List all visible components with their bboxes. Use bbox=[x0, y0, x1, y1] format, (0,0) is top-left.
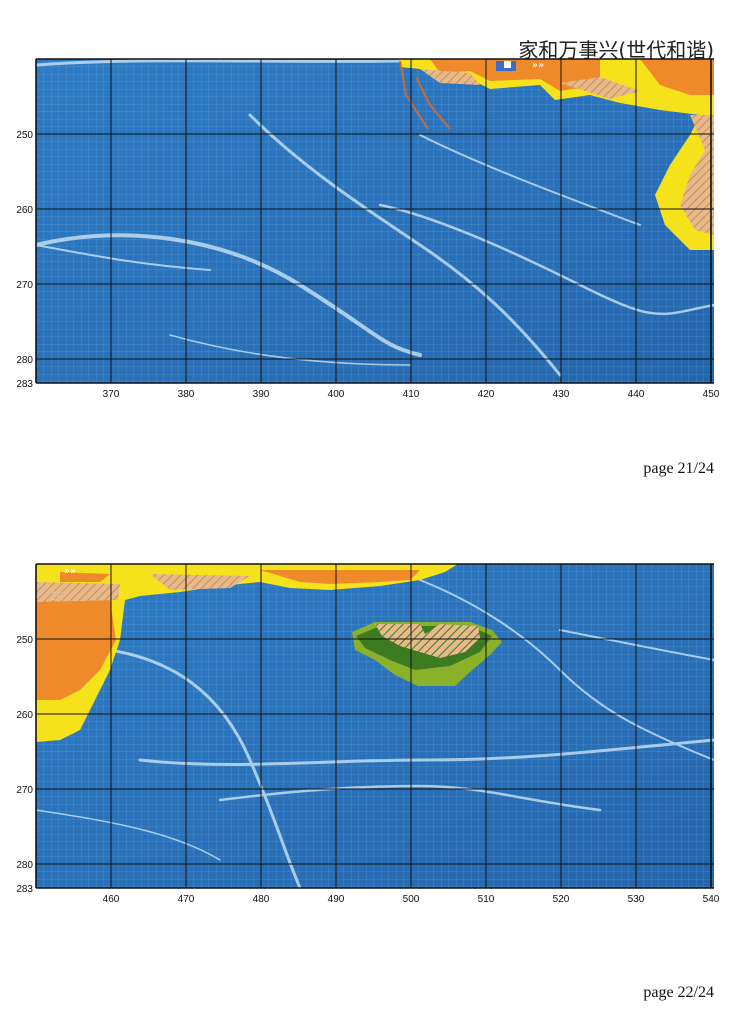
white-arrow-marks: »» bbox=[532, 60, 544, 71]
y-tick-label: 283 bbox=[16, 379, 33, 390]
document-title: 家和万事兴(世代和谐) bbox=[518, 38, 714, 62]
fishing-lines bbox=[399, 60, 451, 130]
y-tick-label: 280 bbox=[16, 860, 33, 871]
page-label-22: page 22/24 bbox=[643, 984, 714, 1001]
x-tick-label: 540 bbox=[703, 894, 720, 905]
x-tick-label: 430 bbox=[553, 389, 570, 400]
x-tick-label: 500 bbox=[403, 894, 420, 905]
x-tick-label: 440 bbox=[628, 389, 645, 400]
pattern-chart-page-21: »» 370 380 390 400 410 420 430 440 450 250 260 270 2… bbox=[0, 55, 750, 400]
pattern-grid-22: »» 18 460 470 480 490 500 510 520 530 540 250 260 2… bbox=[16, 563, 720, 905]
pattern-grid-21: »» 370 380 390 400 410 420 430 440 450 250 260 270 2… bbox=[16, 58, 720, 400]
y-tick-label: 270 bbox=[16, 280, 33, 291]
green-island bbox=[352, 622, 502, 686]
x-tick-label: 450 bbox=[703, 389, 720, 400]
page-label-21: page 21/24 bbox=[643, 460, 714, 477]
x-tick-label: 380 bbox=[178, 389, 195, 400]
y-tick-label: 250 bbox=[16, 635, 33, 646]
y-tick-label: 250 bbox=[16, 130, 33, 141]
x-tick-label: 520 bbox=[553, 894, 570, 905]
y-tick-label: 270 bbox=[16, 785, 33, 796]
white-arrow-marks: »» bbox=[64, 566, 76, 577]
x-tick-label: 420 bbox=[478, 389, 495, 400]
symbol-label-18: 18 bbox=[50, 589, 64, 603]
y-tick-label: 260 bbox=[16, 710, 33, 721]
x-tick-label: 400 bbox=[328, 389, 345, 400]
pattern-chart-page-22: »» 18 460 470 480 490 500 510 520 530 540 250 260 2… bbox=[0, 560, 750, 905]
y-tick-label: 283 bbox=[16, 884, 33, 895]
x-tick-label: 390 bbox=[253, 389, 270, 400]
x-tick-label: 490 bbox=[328, 894, 345, 905]
x-tick-label: 510 bbox=[478, 894, 495, 905]
x-tick-label: 470 bbox=[178, 894, 195, 905]
y-tick-label: 280 bbox=[16, 355, 33, 366]
x-tick-label: 410 bbox=[403, 389, 420, 400]
x-tick-label: 370 bbox=[103, 389, 120, 400]
x-tick-label: 530 bbox=[628, 894, 645, 905]
x-tick-label: 460 bbox=[103, 894, 120, 905]
shore-region-top-left: »» 18 bbox=[36, 564, 458, 742]
y-tick-label: 260 bbox=[16, 205, 33, 216]
x-tick-label: 480 bbox=[253, 894, 270, 905]
shore-region-top-right: »» bbox=[400, 59, 714, 250]
